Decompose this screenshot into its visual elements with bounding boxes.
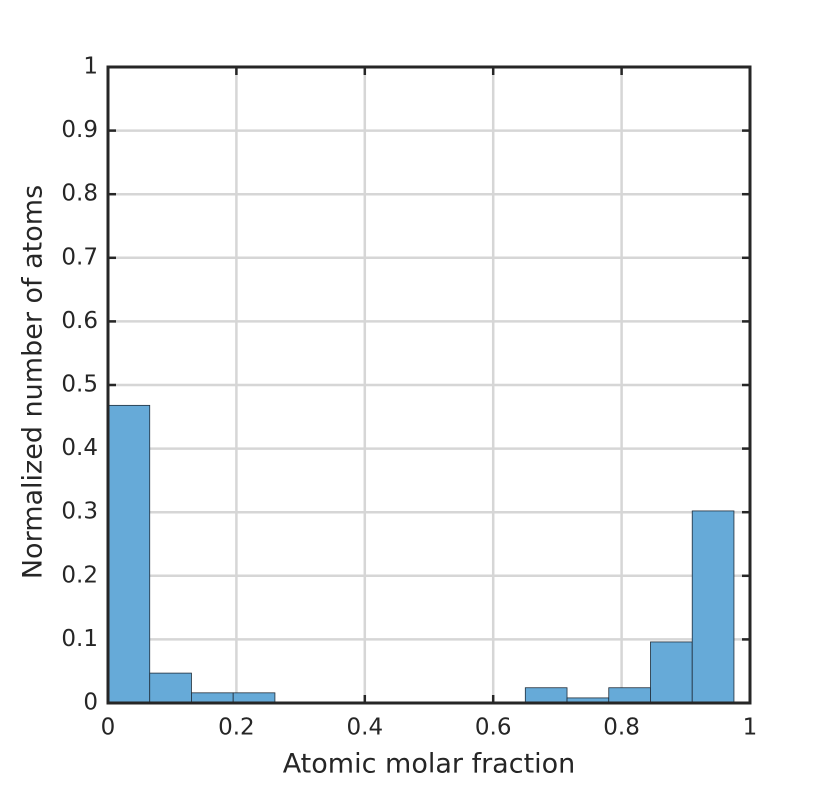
- y-tick-label: 0.1: [61, 626, 98, 652]
- x-tick-label: 0.4: [347, 715, 384, 741]
- bar: [608, 687, 651, 704]
- y-tick-label: 0.2: [61, 562, 98, 588]
- y-axis-label: Normalized number of atoms: [18, 185, 49, 579]
- y-tick-label: 0: [83, 690, 98, 716]
- y-tick-label: 0.6: [61, 308, 98, 334]
- y-tick-label: 0.7: [61, 244, 98, 270]
- y-tick-label: 0.9: [61, 117, 98, 143]
- y-tick-label: 0.4: [61, 435, 98, 461]
- x-tick-label: 0.6: [475, 715, 512, 741]
- bar: [232, 692, 276, 704]
- bar: [524, 687, 568, 704]
- bar: [149, 672, 192, 704]
- x-tick-label: 0.8: [603, 715, 640, 741]
- x-axis-label: Atomic molar fraction: [283, 749, 576, 780]
- y-tick-label: 0.8: [61, 181, 98, 207]
- bar: [191, 692, 234, 704]
- y-tick-label: 1: [83, 54, 98, 80]
- bar: [107, 404, 151, 704]
- x-tick-label: 0: [101, 715, 116, 741]
- x-tick-label: 0.2: [218, 715, 255, 741]
- y-tick-label: 0.5: [61, 372, 98, 398]
- plot-frame: [106, 65, 752, 705]
- y-tick-label: 0.3: [61, 499, 98, 525]
- x-tick-label: 1: [743, 715, 758, 741]
- bar: [691, 510, 735, 704]
- bar: [650, 641, 693, 704]
